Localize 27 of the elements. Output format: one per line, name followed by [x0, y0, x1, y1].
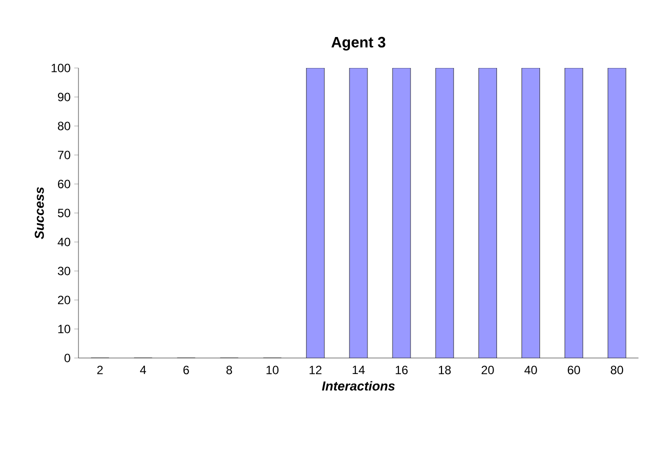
y-tick-label: 80 [58, 122, 70, 130]
x-tick-label: 40 [524, 366, 537, 374]
x-tick-label: 16 [396, 366, 408, 374]
x-tick-label: 60 [568, 366, 580, 374]
y-tick-label: 100 [52, 64, 70, 72]
x-axis-title: Interactions [322, 381, 395, 391]
x-tick-label: 4 [140, 366, 146, 374]
y-tick-label: 20 [58, 296, 70, 304]
x-tick-label: 12 [310, 366, 322, 374]
x-tick-label: 80 [610, 366, 624, 374]
y-tick-label: 10 [58, 324, 70, 334]
y-tick-label: 70 [58, 150, 70, 160]
y-axis-title: Success [34, 187, 44, 240]
x-tick-label: 20 [482, 366, 494, 374]
y-tick-label: 50 [58, 208, 70, 218]
x-tick-label: 8 [226, 366, 232, 374]
y-tick-label: 0 [64, 354, 70, 362]
x-tick-label: 2 [97, 366, 103, 374]
x-tick-label: 6 [183, 366, 189, 374]
x-tick-label: 10 [266, 366, 278, 374]
y-tick-label: 40 [58, 238, 70, 246]
y-tick-label: 60 [58, 180, 70, 188]
chart-title: Agent 3 [331, 36, 386, 51]
x-tick-label: 18 [438, 366, 451, 374]
y-tick-label: 90 [58, 92, 70, 102]
y-tick-label: 30 [58, 266, 70, 276]
x-tick-label: 14 [352, 366, 365, 374]
